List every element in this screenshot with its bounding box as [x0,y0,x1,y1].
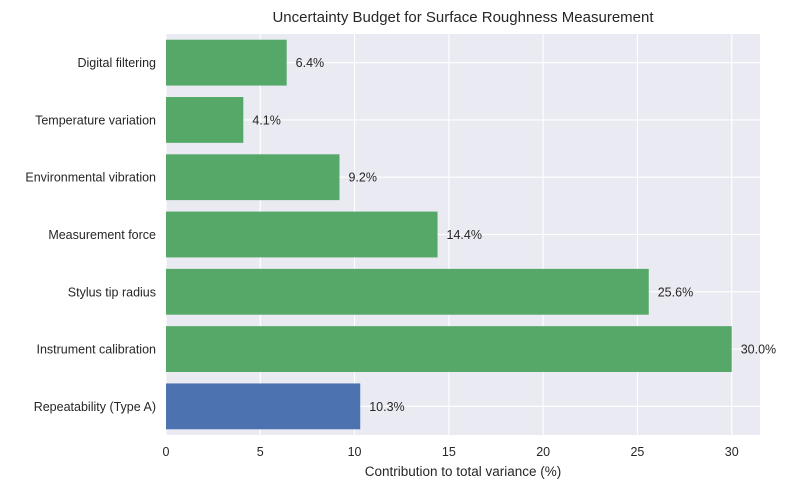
y-tick-label: Repeatability (Type A) [34,400,156,414]
bar [166,268,649,315]
data-labels: 10.3% 30.0% 25.6% 14.4% 9.2% 4.1% 6.4% [252,56,776,414]
data-label: 10.3% [369,400,404,414]
x-tick-label: 25 [630,445,644,459]
y-tick-label: Digital filtering [77,56,156,70]
x-tick-label: 10 [348,445,362,459]
bar [166,383,361,430]
y-tick-label: Environmental vibration [25,171,156,185]
x-tick-label: 5 [257,445,264,459]
bar [166,39,287,86]
data-label: 30.0% [741,343,776,357]
x-tick-label: 0 [163,445,170,459]
y-tick-label: Temperature variation [35,113,156,127]
y-axis-tick-labels: Repeatability (Type A) Instrument calibra… [25,56,156,414]
bar [166,154,340,201]
chart-title: Uncertainty Budget for Surface Roughness… [272,9,654,26]
bar [166,97,244,143]
x-tick-label: 15 [442,445,456,459]
data-label: 9.2% [348,171,377,185]
y-tick-label: Measurement force [48,228,156,242]
y-tick-label: Instrument calibration [36,343,156,357]
data-label: 14.4% [447,228,482,242]
data-label: 6.4% [296,56,325,70]
x-axis-label: Contribution to total variance (%) [365,464,562,479]
y-tick-label: Stylus tip radius [68,285,156,299]
bar [166,326,732,372]
x-axis-tick-labels: 0 5 10 15 20 25 30 [163,445,739,459]
x-tick-label: 20 [536,445,550,459]
bars [166,39,732,430]
data-label: 25.6% [658,285,693,299]
bar [166,211,438,258]
x-tick-label: 30 [725,445,739,459]
data-label: 4.1% [252,113,280,127]
